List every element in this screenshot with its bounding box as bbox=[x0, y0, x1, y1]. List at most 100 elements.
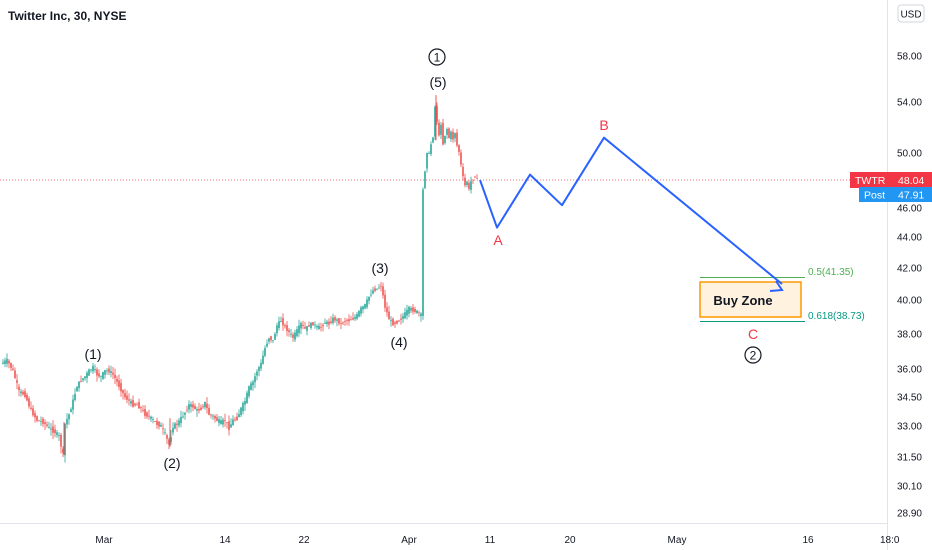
candle-body bbox=[390, 319, 392, 321]
candle-body bbox=[222, 419, 224, 425]
candle-body bbox=[364, 304, 366, 309]
candle-body bbox=[316, 325, 318, 328]
candle-body bbox=[208, 407, 210, 415]
candle-body bbox=[314, 324, 316, 326]
candle-body bbox=[186, 409, 188, 411]
y-tick-label: 30.10 bbox=[897, 482, 922, 493]
candle-body bbox=[280, 321, 282, 322]
candle-body bbox=[406, 309, 408, 316]
candle-body bbox=[144, 409, 146, 416]
candle-body bbox=[474, 176, 476, 178]
candle-body bbox=[372, 290, 374, 294]
buy-zone-box[interactable] bbox=[699, 281, 802, 318]
candle-body bbox=[240, 407, 242, 415]
candle-body bbox=[394, 322, 396, 324]
candle-body bbox=[272, 340, 274, 341]
candle-body bbox=[106, 370, 108, 372]
candle-body bbox=[202, 406, 204, 408]
candle-body bbox=[172, 427, 174, 433]
candle-body bbox=[192, 404, 194, 408]
candle-body bbox=[110, 371, 112, 373]
candle-body bbox=[424, 171, 426, 189]
candle-body bbox=[318, 325, 320, 330]
wave-2-circle bbox=[744, 346, 762, 364]
candle-body bbox=[56, 432, 58, 436]
candle-body bbox=[212, 415, 214, 417]
projection-path[interactable] bbox=[479, 136, 783, 285]
x-tick-label: 20 bbox=[564, 535, 576, 546]
candle-body bbox=[256, 371, 258, 376]
wave-5-label: (5) bbox=[429, 74, 446, 90]
post-price-tag bbox=[859, 187, 932, 202]
candle-body bbox=[252, 381, 254, 386]
candle-body bbox=[334, 317, 336, 321]
candle-body bbox=[460, 152, 462, 165]
candle-body bbox=[98, 373, 100, 377]
candle-body bbox=[360, 307, 362, 314]
candle-body bbox=[120, 383, 122, 392]
candle-body bbox=[428, 153, 430, 154]
wave-1-primary-label: 1 bbox=[434, 51, 441, 65]
candle-body bbox=[4, 360, 6, 364]
candle-body bbox=[52, 426, 54, 433]
candle-body bbox=[250, 383, 252, 390]
candle-body bbox=[116, 378, 118, 382]
candle-body bbox=[274, 333, 276, 340]
candle-body bbox=[420, 313, 422, 317]
candle-body bbox=[140, 407, 142, 409]
currency-badge[interactable] bbox=[897, 4, 925, 23]
candle-body bbox=[176, 423, 178, 425]
candle-body bbox=[374, 288, 376, 291]
wave-3-label: (3) bbox=[371, 260, 388, 276]
candle-body bbox=[408, 306, 410, 314]
candle-body bbox=[354, 316, 356, 319]
candle-body bbox=[28, 398, 30, 407]
candle-body bbox=[344, 321, 346, 322]
candle-body bbox=[206, 403, 208, 408]
candle-body bbox=[432, 137, 434, 143]
candle-body bbox=[404, 312, 406, 319]
y-tick-label: 34.50 bbox=[897, 393, 922, 404]
x-tick-label: 18:0 bbox=[880, 535, 900, 546]
candle-body bbox=[182, 416, 184, 418]
x-tick-label: Apr bbox=[401, 535, 417, 546]
x-axis-ticks: Mar 14 22 Apr 11 20 May 16 18:0 bbox=[95, 535, 900, 546]
candle-body bbox=[196, 409, 198, 411]
candle-body bbox=[292, 334, 294, 338]
candle-body bbox=[346, 320, 348, 321]
candle-body bbox=[168, 439, 170, 445]
candle-body bbox=[468, 182, 470, 189]
candle-body bbox=[262, 355, 264, 364]
candle-body bbox=[446, 129, 448, 135]
y-tick-label: 58.00 bbox=[897, 52, 922, 63]
candle-body bbox=[388, 311, 390, 320]
candle-body bbox=[50, 428, 52, 430]
candle-body bbox=[10, 362, 12, 368]
candle-body bbox=[38, 420, 40, 422]
candle-body bbox=[200, 407, 202, 411]
candle-body bbox=[434, 107, 436, 137]
candle-body bbox=[166, 435, 168, 439]
candle-body bbox=[36, 416, 38, 421]
candle-body bbox=[214, 415, 216, 419]
candle-body bbox=[476, 177, 478, 179]
last-price-symbol: TWTR bbox=[855, 175, 886, 187]
candle-body bbox=[438, 122, 440, 136]
candle-body bbox=[464, 177, 466, 186]
candle-body bbox=[268, 338, 270, 342]
candle-body bbox=[162, 428, 164, 430]
candle-body bbox=[270, 336, 272, 341]
candle-body bbox=[324, 322, 326, 324]
candle-body bbox=[396, 320, 398, 324]
candle-body bbox=[440, 124, 442, 135]
candle-body bbox=[470, 181, 472, 190]
candle-body bbox=[230, 424, 232, 428]
candle-body bbox=[342, 322, 344, 324]
candle-body bbox=[412, 307, 414, 312]
candle-body bbox=[64, 423, 66, 456]
candle-body bbox=[296, 329, 298, 337]
candle-body bbox=[82, 378, 84, 381]
candle-body bbox=[294, 332, 296, 340]
